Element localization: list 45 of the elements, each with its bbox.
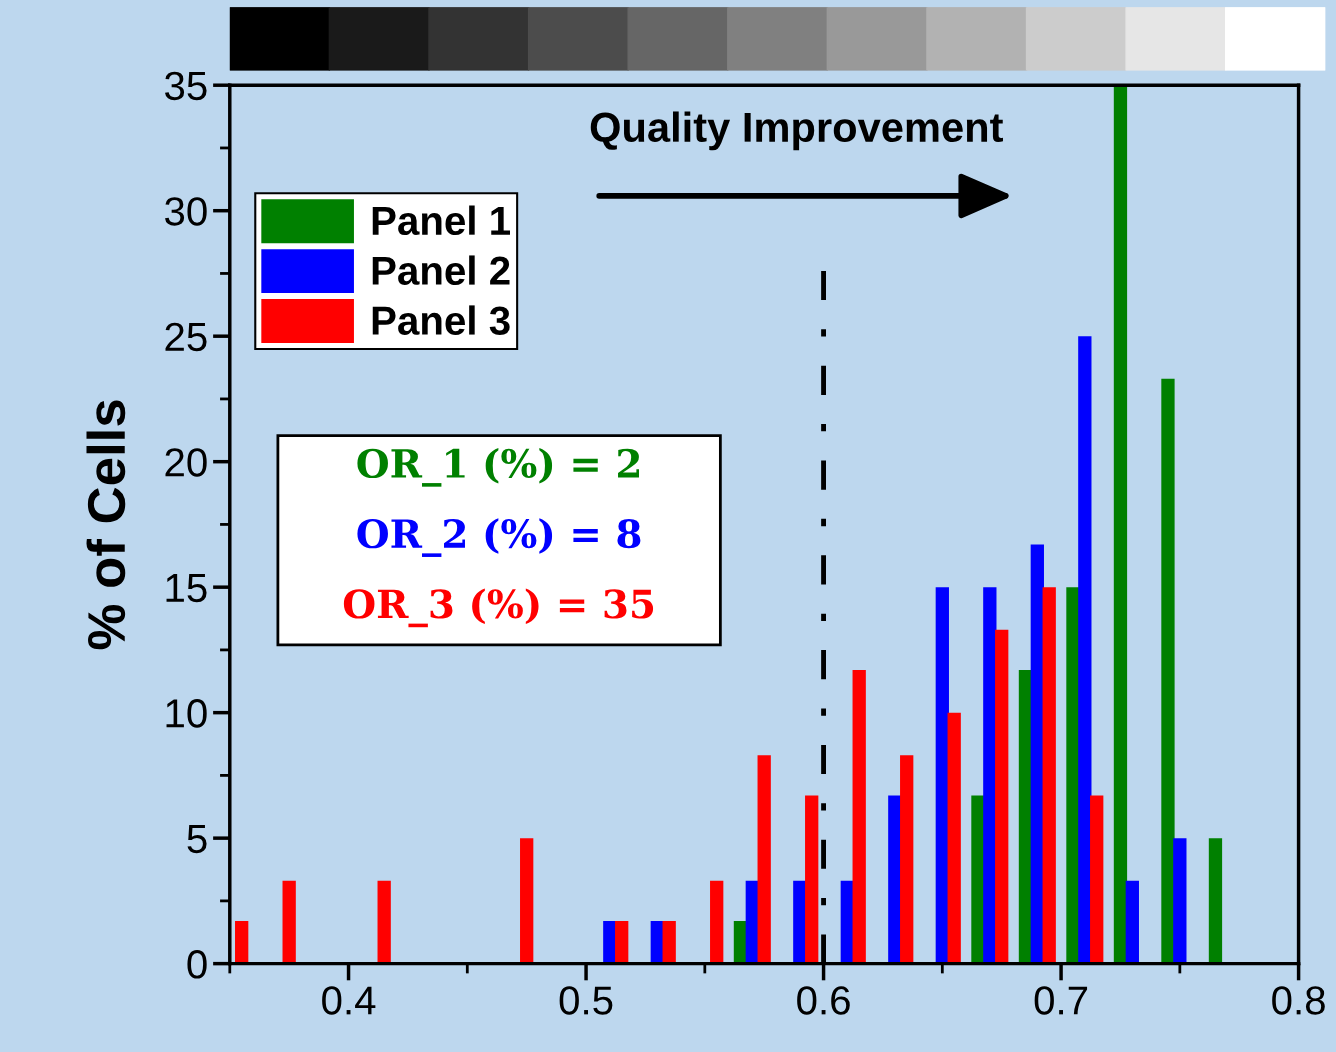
- y-tick-label: 20: [165, 448, 207, 477]
- bar: [900, 755, 914, 964]
- bar: [1161, 378, 1175, 964]
- bar: [995, 629, 1009, 964]
- bar: [1018, 669, 1033, 964]
- x-tick-label: 0.6: [797, 986, 850, 1015]
- bar: [235, 920, 249, 964]
- y-tick-label: 30: [165, 197, 207, 226]
- bar: [710, 880, 724, 964]
- bar: [1042, 587, 1056, 964]
- bar: [947, 712, 961, 964]
- y-axis-title: % of Cells: [86, 400, 126, 650]
- x-tick-label: 0.8: [1272, 986, 1325, 1015]
- legend-label: Panel 1: [372, 205, 510, 236]
- annotation: OR_3 (%) = 35: [343, 588, 654, 628]
- x-tick-label: 0.4: [322, 986, 376, 1015]
- annotation: OR_1 (%) = 2: [357, 447, 639, 487]
- bar: [1208, 838, 1223, 964]
- y-tick-label: 5: [187, 825, 207, 854]
- bar: [1173, 838, 1187, 964]
- bar: [805, 795, 819, 964]
- legend-label: Panel 2: [372, 255, 510, 286]
- bar: [757, 755, 771, 964]
- bar: [377, 880, 391, 964]
- bar: [662, 920, 676, 964]
- y-tick-label: 10: [166, 699, 207, 728]
- bar: [282, 880, 296, 964]
- bar: [615, 920, 629, 964]
- y-tick-label: 0: [187, 950, 207, 979]
- x-tick-label: 0.7: [1034, 986, 1088, 1015]
- bar: [520, 838, 534, 964]
- annotation: OR_2 (%) = 8: [357, 518, 641, 557]
- y-tick-label: 15: [166, 574, 207, 603]
- bar: [1125, 880, 1139, 964]
- bar: [1090, 795, 1104, 964]
- y-tick-label: 35: [165, 71, 207, 101]
- bar: [1113, 85, 1128, 964]
- bar: [852, 669, 866, 964]
- bar: [935, 587, 949, 964]
- legend-label: Panel 3: [372, 305, 510, 336]
- annotation: Quality Improvement: [590, 111, 1003, 151]
- y-tick-label: 25: [165, 322, 207, 352]
- x-tick-label: 0.5: [559, 986, 613, 1015]
- bar: [1078, 336, 1092, 964]
- bar: [1030, 544, 1044, 964]
